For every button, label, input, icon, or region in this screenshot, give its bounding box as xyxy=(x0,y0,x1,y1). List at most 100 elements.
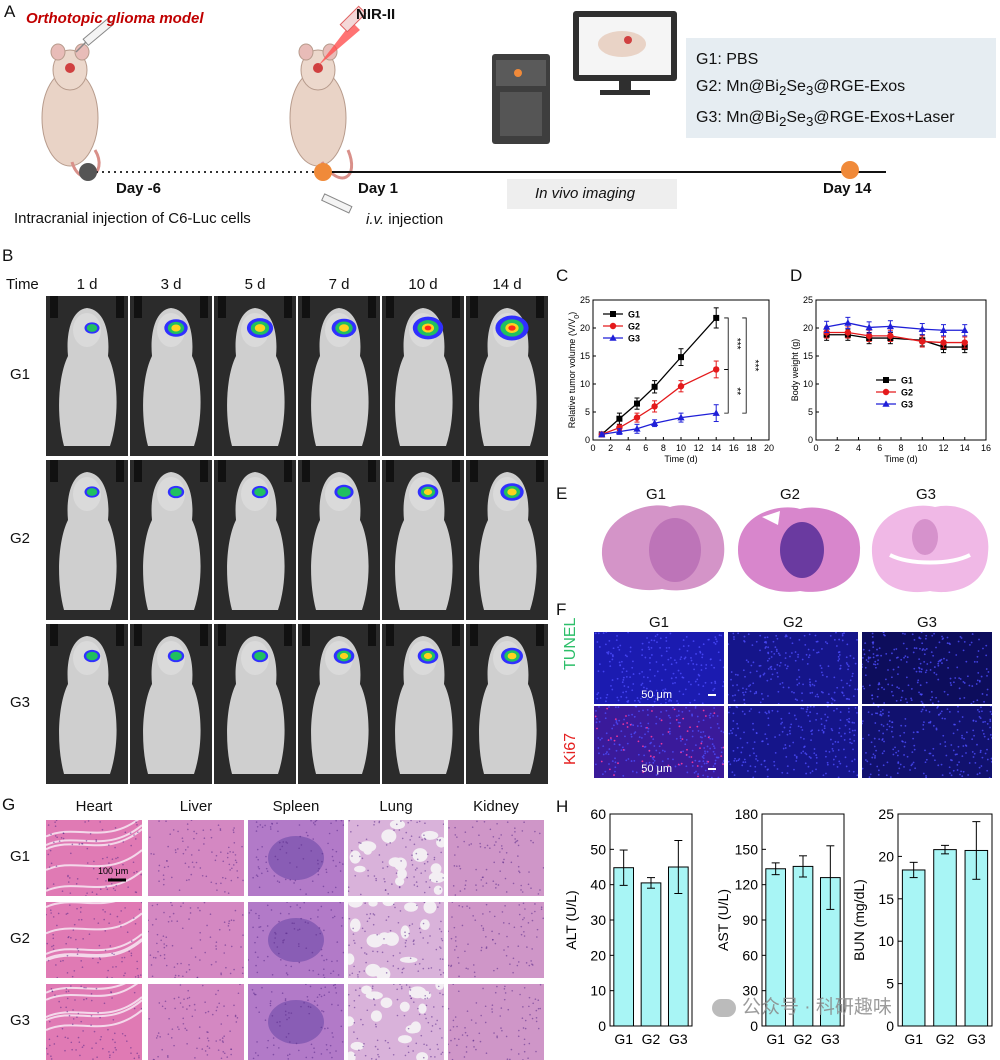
imaging-header-4: 10 d xyxy=(408,276,438,293)
y-tick-label: 15 xyxy=(878,891,894,907)
staining-tile xyxy=(728,706,858,778)
staining-label-G1: G1 xyxy=(648,614,669,631)
watermark: 公众号 · 科研趣味 xyxy=(712,992,892,1019)
data-point-G3 xyxy=(961,326,969,334)
data-point-G2 xyxy=(633,414,641,421)
x-axis-label: Time (d) xyxy=(884,454,917,464)
x-tick-label: 16 xyxy=(729,443,739,453)
legend-marker xyxy=(883,377,889,383)
y-tick-label: 50 xyxy=(590,841,606,857)
imaging-cell xyxy=(466,296,548,456)
data-point-G2 xyxy=(677,383,685,390)
imaging-cell xyxy=(46,624,128,784)
staining-tile xyxy=(728,632,858,704)
imaging-header-2: 5 d xyxy=(244,276,266,293)
histology-tile xyxy=(248,820,344,896)
staining-label-G2: G2 xyxy=(782,614,803,631)
data-point-G2 xyxy=(919,338,926,345)
histology-row-label-G2: G2 xyxy=(10,930,31,947)
y-tick-label: 20 xyxy=(878,848,894,864)
significance-bracket xyxy=(724,369,729,414)
tunel-row-label: TUNEL xyxy=(562,617,579,670)
ki67-row-label: Ki67 xyxy=(562,732,579,765)
x-tick-label: 10 xyxy=(917,443,927,453)
imaging-cell xyxy=(298,624,380,784)
x-tick-label: 12 xyxy=(694,443,704,453)
y-tick-label: 10 xyxy=(878,933,894,949)
data-point-G2 xyxy=(713,366,720,373)
panel-letter-g: G xyxy=(2,795,16,814)
panel-letter-e: E xyxy=(556,484,568,503)
y-tick-label: 15 xyxy=(803,351,813,361)
histology-tile xyxy=(148,984,244,1060)
histology-tile xyxy=(448,820,544,896)
data-point-G2 xyxy=(961,339,968,346)
bar-G2 xyxy=(933,849,957,1027)
y-tick-label: 30 xyxy=(742,983,758,999)
staining-label-G3: G3 xyxy=(916,614,937,631)
imaging-cell xyxy=(214,624,296,784)
data-point-G3 xyxy=(823,323,831,330)
histology-header-lung: Lung xyxy=(379,798,413,815)
svg-text:50 μm: 50 μm xyxy=(641,763,672,775)
y-tick-label: 5 xyxy=(808,407,813,417)
significance-bracket xyxy=(742,317,747,414)
imaging-cell xyxy=(214,460,296,620)
data-point-G1 xyxy=(678,354,684,361)
x-tick-label: G3 xyxy=(821,1031,840,1047)
x-tick-label: 12 xyxy=(938,443,948,453)
timeline-dot-day14 xyxy=(841,161,859,179)
legend-label: G3 xyxy=(628,334,640,344)
data-point-G3 xyxy=(598,430,606,438)
mouse-illustration-2 xyxy=(289,43,354,180)
data-point-G1 xyxy=(634,400,640,407)
histology-row-label-G3: G3 xyxy=(10,1012,31,1029)
brain-sections xyxy=(601,505,989,593)
y-axis-label: BUN (mg/dL) xyxy=(852,879,867,961)
svg-text:100 μm: 100 μm xyxy=(98,866,128,876)
y-tick-label: 10 xyxy=(580,379,590,389)
imaging-header-3: 7 d xyxy=(328,276,350,293)
y-tick-label: 25 xyxy=(580,295,590,305)
histology-header-kidney: Kidney xyxy=(473,798,519,815)
histology-tile xyxy=(148,902,244,978)
significance-bracket xyxy=(724,317,729,370)
y-tick-label: 60 xyxy=(742,947,758,963)
data-point-G1 xyxy=(616,415,623,422)
imaging-cell xyxy=(130,296,212,456)
alt-bar-chart: 0 10 20 30 40 50 60 ALT (U/L) G1 G2 G3 xyxy=(563,806,693,1047)
x-axis-label: Time (d) xyxy=(664,454,697,464)
imaging-row-label-G3: G3 xyxy=(10,694,31,711)
y-tick-label: 10 xyxy=(590,983,606,999)
mouse-illustration-1 xyxy=(41,43,101,179)
data-point-G3 xyxy=(939,326,948,334)
laser-beam-icon xyxy=(318,5,367,66)
imaging-cell xyxy=(46,296,128,456)
panel-a-schematic xyxy=(41,5,996,214)
staining-tile xyxy=(862,706,992,778)
histology-tile xyxy=(448,984,544,1060)
x-tick-label: 14 xyxy=(711,443,721,453)
data-point-G3 xyxy=(865,323,873,331)
monitor-icon xyxy=(573,11,677,95)
x-tick-label: G1 xyxy=(766,1031,785,1047)
x-tick-label: 6 xyxy=(643,443,648,453)
imaging-row-label-G1: G1 xyxy=(10,366,31,383)
x-tick-label: 2 xyxy=(608,443,613,453)
data-point-G2 xyxy=(865,332,873,340)
significance-label: *** xyxy=(731,338,742,350)
y-tick-label: 20 xyxy=(590,947,606,963)
panel-letter-a: A xyxy=(4,2,16,21)
plot-frame xyxy=(815,299,987,441)
data-point-G1 xyxy=(651,383,658,390)
x-tick-label: 8 xyxy=(661,443,666,453)
imaging-cell xyxy=(382,460,464,620)
series-line-G3 xyxy=(601,412,717,436)
imaging-header-1: 3 d xyxy=(160,276,182,293)
x-tick-label: 14 xyxy=(960,443,970,453)
histology-header-liver: Liver xyxy=(179,798,213,815)
histology-header-spleen: Spleen xyxy=(272,798,320,815)
data-point-G2 xyxy=(844,329,852,336)
x-tick-label: G2 xyxy=(642,1031,661,1047)
data-point-G3 xyxy=(918,325,926,332)
